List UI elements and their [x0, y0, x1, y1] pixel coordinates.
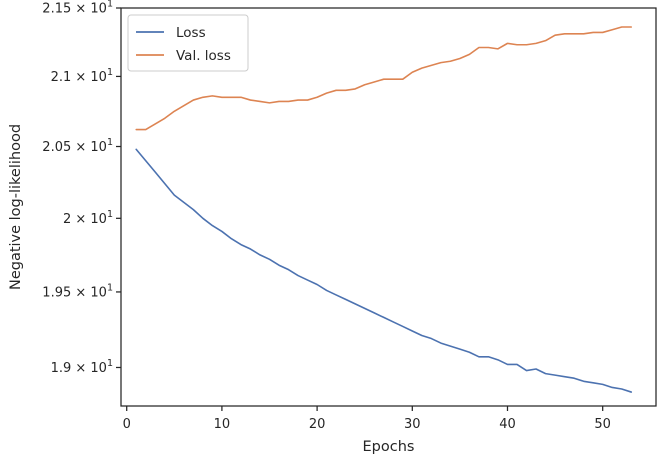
- y-axis-label: Negative log-likelihood: [8, 124, 24, 290]
- x-tick-label: 40: [499, 417, 516, 432]
- legend: Loss Val. loss: [127, 14, 249, 72]
- series-line-0: [135, 148, 633, 393]
- x-tick-label: 50: [594, 417, 611, 432]
- y-tick-label: 2.15 × 101: [42, 0, 113, 17]
- x-tick-label: 30: [404, 417, 421, 432]
- x-tick-label: 0: [123, 417, 131, 432]
- plot-area: [120, 7, 657, 407]
- y-tick-label: 2 × 101: [63, 209, 113, 227]
- x-axis-label: Epochs: [363, 439, 415, 455]
- y-tick-label: 2.05 × 101: [42, 137, 113, 155]
- y-tick-label: 1.9 × 101: [51, 358, 113, 376]
- legend-box: [127, 14, 249, 72]
- x-tick-label: 20: [309, 417, 326, 432]
- tick-layer: 0 10 20 30 40 50 1.9 × 101 1.95 × 101 2 × 101 2.0…: [42, 0, 611, 432]
- plot-frame: [120, 7, 657, 407]
- series-line-1: [135, 26, 633, 131]
- x-tick-label: 10: [214, 417, 231, 432]
- legend-label: Val. loss: [176, 48, 231, 64]
- legend-label: Loss: [176, 25, 206, 41]
- series-layer: [135, 26, 633, 393]
- y-tick-label: 1.95 × 101: [42, 282, 113, 300]
- y-tick-label: 2.1 × 101: [51, 67, 113, 85]
